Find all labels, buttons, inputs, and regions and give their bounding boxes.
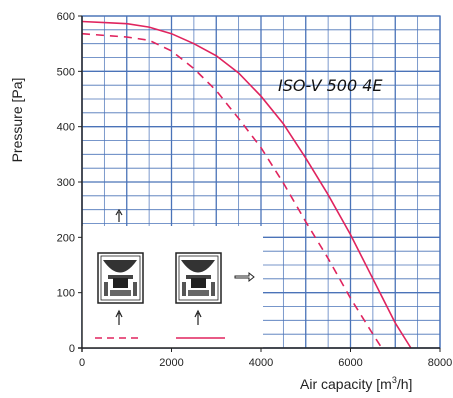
x-tick-label: 2000 bbox=[159, 357, 183, 369]
curve-annotation: ISO-V 500 4E bbox=[278, 76, 383, 95]
x-axis-label-main: Air capacity [m bbox=[300, 376, 392, 392]
x-axis-label: Air capacity [m3/h] bbox=[300, 375, 412, 392]
curves bbox=[81, 20, 412, 349]
x-tick-label: 4000 bbox=[249, 357, 273, 369]
y-tick-label: 200 bbox=[57, 232, 75, 244]
y-tick-label: 100 bbox=[57, 288, 75, 300]
x-tick-label: 0 bbox=[79, 357, 85, 369]
series-line-dashed bbox=[81, 32, 383, 349]
y-tick-label: 600 bbox=[57, 11, 75, 23]
inset-panel bbox=[82, 208, 263, 348]
unit-diagram-solid-icon bbox=[175, 252, 255, 339]
tick-labels: 0 2000 4000 6000 8000 0 100 200 300 400 500 600 bbox=[57, 11, 453, 369]
series-line-solid bbox=[81, 20, 412, 349]
axes bbox=[78, 15, 441, 352]
x-axis-label-sup: 3 bbox=[392, 375, 397, 385]
x-axis-label-tail: /h] bbox=[397, 376, 413, 392]
x-tick-label: 6000 bbox=[338, 357, 362, 369]
y-axis-label: Pressure [Pa] bbox=[9, 78, 25, 163]
y-tick-label: 500 bbox=[57, 66, 75, 78]
y-tick-label: 0 bbox=[69, 343, 75, 355]
y-tick-label: 400 bbox=[57, 122, 75, 134]
x-tick-label: 8000 bbox=[428, 357, 452, 369]
y-tick-label: 300 bbox=[57, 177, 75, 189]
unit-diagram-dashed-icon bbox=[95, 208, 144, 339]
